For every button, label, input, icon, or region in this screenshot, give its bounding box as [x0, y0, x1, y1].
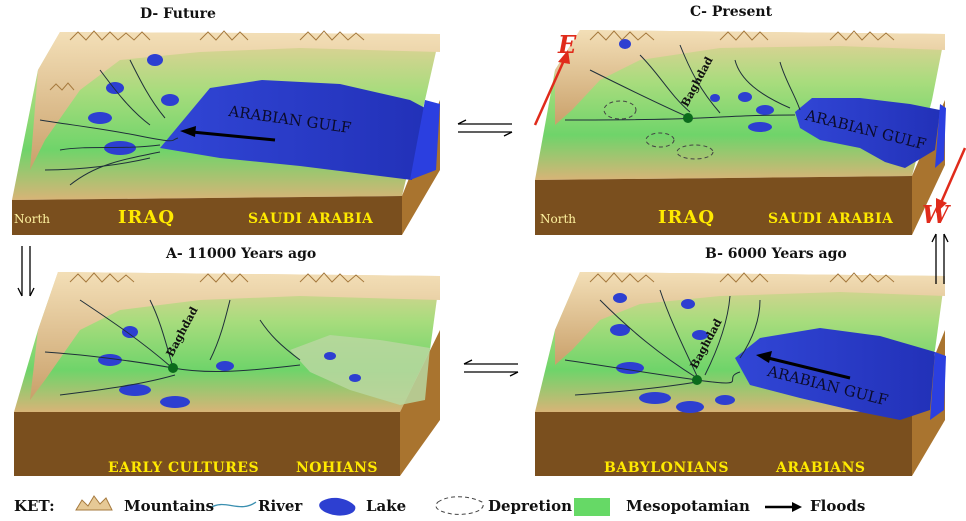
- panel-c-front-face: [535, 176, 912, 235]
- legend-mountains-label: Mountains: [124, 497, 215, 515]
- legend-river-label: River: [258, 497, 303, 515]
- panel-d-flood-arrow: [180, 126, 276, 142]
- panel-a-side-face: [400, 330, 440, 476]
- depression-icon: [435, 496, 484, 515]
- flood-arrow-icon: [765, 502, 802, 512]
- panel-b-title: B- 6000 Years ago: [705, 246, 847, 262]
- mesopotamian-swatch-icon: [574, 498, 610, 516]
- panel-b-front-mid: BABYLONIANS: [604, 460, 729, 476]
- panel-b-6000-years: [535, 272, 946, 476]
- panel-d-front-right: SAUDI ARABIA: [248, 211, 374, 227]
- panel-b-flood-arrow: [756, 351, 851, 380]
- panel-b-rivers: [564, 289, 761, 396]
- panel-c-gulf-side: [935, 104, 946, 168]
- legend-title: KET:: [14, 497, 55, 515]
- panel-a-front-face: [14, 412, 400, 476]
- panel-c-east-arrow: [533, 50, 570, 126]
- transition-arrow-d-a: [17, 246, 35, 297]
- panel-c-west-arrow: [936, 147, 966, 213]
- panel-a-front-mid: EARLY CULTURES: [108, 460, 260, 476]
- legend: KET: Mountains River Lake Depretion Meso…: [0, 491, 966, 521]
- east-compass-label: E: [558, 30, 577, 59]
- panel-b-front-face: [535, 412, 912, 476]
- panel-a-title: A- 11000 Years ago: [166, 246, 317, 262]
- panel-d-mountain-texture: [49, 30, 365, 91]
- legend-icons: [75, 495, 802, 516]
- transition-arrow-b-c: [931, 233, 949, 284]
- panel-a-mountain-texture: [69, 272, 365, 283]
- panel-d-gulf-side: [410, 100, 440, 180]
- transition-arrow-a-b: [463, 359, 519, 377]
- panel-d-front-left: North: [14, 212, 51, 226]
- panel-c-front-left: North: [540, 212, 577, 226]
- panel-b-baghdad-marker: [692, 375, 702, 385]
- legend-mesopotamian-label: Mesopotamian: [626, 497, 750, 515]
- panel-c-lakes: [619, 39, 774, 132]
- transition-arrow-d-c: [457, 119, 513, 137]
- panel-b-front-right: ARABIANS: [776, 460, 866, 476]
- panel-b-mountain-texture: [589, 272, 895, 283]
- panel-a-lakes: [98, 326, 361, 408]
- panel-c-baghdad-marker: [683, 113, 693, 123]
- west-compass-label: W: [922, 200, 949, 229]
- mountain-icon: [75, 495, 113, 511]
- panel-c-front-right: SAUDI ARABIA: [768, 211, 894, 227]
- panel-a-front-right: NOHIANS: [296, 460, 379, 476]
- panel-c-gulf: [795, 98, 940, 168]
- legend-floods-label: Floods: [810, 497, 866, 515]
- panel-c-rivers: [564, 44, 801, 121]
- panel-c-present: [533, 30, 966, 235]
- panel-a-baghdad-marker: [168, 363, 178, 373]
- lake-icon: [319, 497, 356, 516]
- legend-depression-label: Depretion: [488, 497, 573, 515]
- panel-a-11000-years: [14, 272, 440, 476]
- panel-a-dry-gulf: [290, 335, 430, 405]
- panel-c-depressions: [603, 100, 714, 160]
- panel-b-gulf-side: [930, 352, 946, 420]
- panel-d-front-mid: IRAQ: [118, 207, 176, 228]
- panel-a-mountains: [30, 272, 440, 400]
- panel-d-rivers: [39, 59, 179, 186]
- panel-d-lakes: [88, 54, 179, 155]
- panel-d-future: [12, 30, 440, 235]
- panel-d-mountains: [30, 32, 440, 170]
- river-icon: [209, 501, 257, 509]
- legend-lake-label: Lake: [366, 497, 407, 515]
- panel-c-front-mid: IRAQ: [658, 207, 716, 228]
- panel-c-title: C- Present: [690, 4, 773, 20]
- panel-d-gulf: [160, 80, 425, 180]
- panel-d-front-face: [12, 196, 402, 235]
- panel-d-title: D- Future: [140, 6, 216, 22]
- panel-b-mountains: [555, 272, 945, 365]
- panel-c-mountains: [555, 30, 945, 125]
